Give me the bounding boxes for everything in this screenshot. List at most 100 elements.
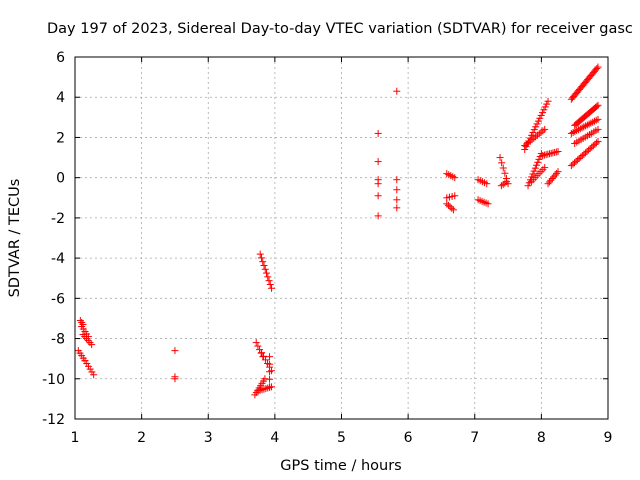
data-point <box>575 155 583 163</box>
data-point <box>523 140 531 148</box>
data-point <box>533 120 541 128</box>
data-point <box>258 349 266 357</box>
data-point <box>268 383 276 391</box>
data-point <box>587 119 595 127</box>
data-point <box>594 125 602 133</box>
y-tick-label: -6 <box>51 291 65 307</box>
data-point <box>483 180 491 188</box>
data-point <box>586 145 594 153</box>
data-point <box>524 182 532 190</box>
x-tick-label: 6 <box>404 430 413 446</box>
data-point <box>553 169 561 177</box>
data-point <box>588 143 596 151</box>
data-point <box>501 169 509 177</box>
data-point <box>545 178 553 186</box>
data-point <box>90 371 98 379</box>
data-point <box>524 139 532 147</box>
data-point <box>393 186 401 194</box>
data-point <box>594 63 602 71</box>
data-point <box>534 158 542 166</box>
data-point <box>569 128 577 136</box>
y-tick-label: -2 <box>51 211 65 227</box>
chart-title: Day 197 of 2023, Sidereal Day-to-day VTE… <box>47 21 633 37</box>
y-tick-label: -8 <box>51 332 65 348</box>
data-point <box>374 212 382 220</box>
data-point <box>593 64 601 72</box>
data-point <box>443 200 451 208</box>
data-point <box>257 254 265 262</box>
data-point <box>534 117 542 125</box>
data-point <box>554 168 562 176</box>
data-point <box>171 347 179 355</box>
y-tick-label: 6 <box>56 50 65 66</box>
data-point <box>590 117 598 125</box>
data-point <box>594 115 602 123</box>
data-point <box>585 146 593 154</box>
data-point <box>544 97 552 105</box>
data-point <box>594 101 602 109</box>
data-point <box>554 148 562 156</box>
data-point <box>550 173 558 181</box>
data-point <box>578 124 586 132</box>
x-tick-label: 7 <box>470 430 479 446</box>
data-point <box>582 122 590 130</box>
data-point <box>581 149 589 157</box>
data-point <box>529 128 537 136</box>
data-point <box>583 147 591 155</box>
data-point <box>583 121 591 129</box>
y-axis-label: SDTVAR / TECUs <box>7 179 23 298</box>
data-point <box>393 176 401 184</box>
data-point <box>528 136 536 144</box>
data-point <box>374 192 382 200</box>
data-point <box>535 155 543 163</box>
y-tick-label: 2 <box>56 130 65 146</box>
y-tick-label: -10 <box>42 372 65 388</box>
data-point <box>580 150 588 158</box>
data-point <box>451 192 459 200</box>
points-layer <box>74 63 602 399</box>
y-tick-label: -4 <box>51 251 65 267</box>
x-tick-label: 2 <box>137 430 146 446</box>
data-point <box>374 158 382 166</box>
y-tick-label: 0 <box>56 171 65 187</box>
data-point <box>573 127 581 135</box>
data-point <box>572 157 580 165</box>
data-point <box>567 162 575 170</box>
data-point <box>254 342 262 350</box>
data-point <box>540 106 548 114</box>
data-point <box>541 125 549 133</box>
data-point <box>589 142 597 150</box>
data-point <box>537 111 545 119</box>
data-point <box>448 204 456 212</box>
data-point <box>574 126 582 134</box>
data-point <box>536 114 544 122</box>
data-point <box>266 375 274 383</box>
data-point <box>532 123 540 131</box>
data-point <box>543 100 551 108</box>
data-point <box>393 204 401 212</box>
data-point <box>503 178 511 186</box>
data-point <box>530 126 538 134</box>
data-point <box>499 180 507 188</box>
data-point <box>265 277 273 285</box>
data-point <box>261 375 269 383</box>
data-point <box>264 384 272 392</box>
x-tick-label: 4 <box>270 430 279 446</box>
data-point <box>496 154 504 162</box>
data-point <box>498 159 506 167</box>
x-tick-label: 1 <box>71 430 80 446</box>
data-point <box>570 159 578 167</box>
x-tick-label: 5 <box>337 430 346 446</box>
data-point <box>501 179 509 187</box>
data-point <box>547 176 555 184</box>
data-point <box>393 87 401 95</box>
data-point <box>499 164 507 172</box>
data-point <box>266 353 274 361</box>
data-point <box>533 161 541 169</box>
data-point <box>530 134 538 142</box>
data-point <box>578 152 586 160</box>
data-point <box>260 261 268 269</box>
data-point <box>551 171 559 179</box>
data-point <box>569 160 577 168</box>
